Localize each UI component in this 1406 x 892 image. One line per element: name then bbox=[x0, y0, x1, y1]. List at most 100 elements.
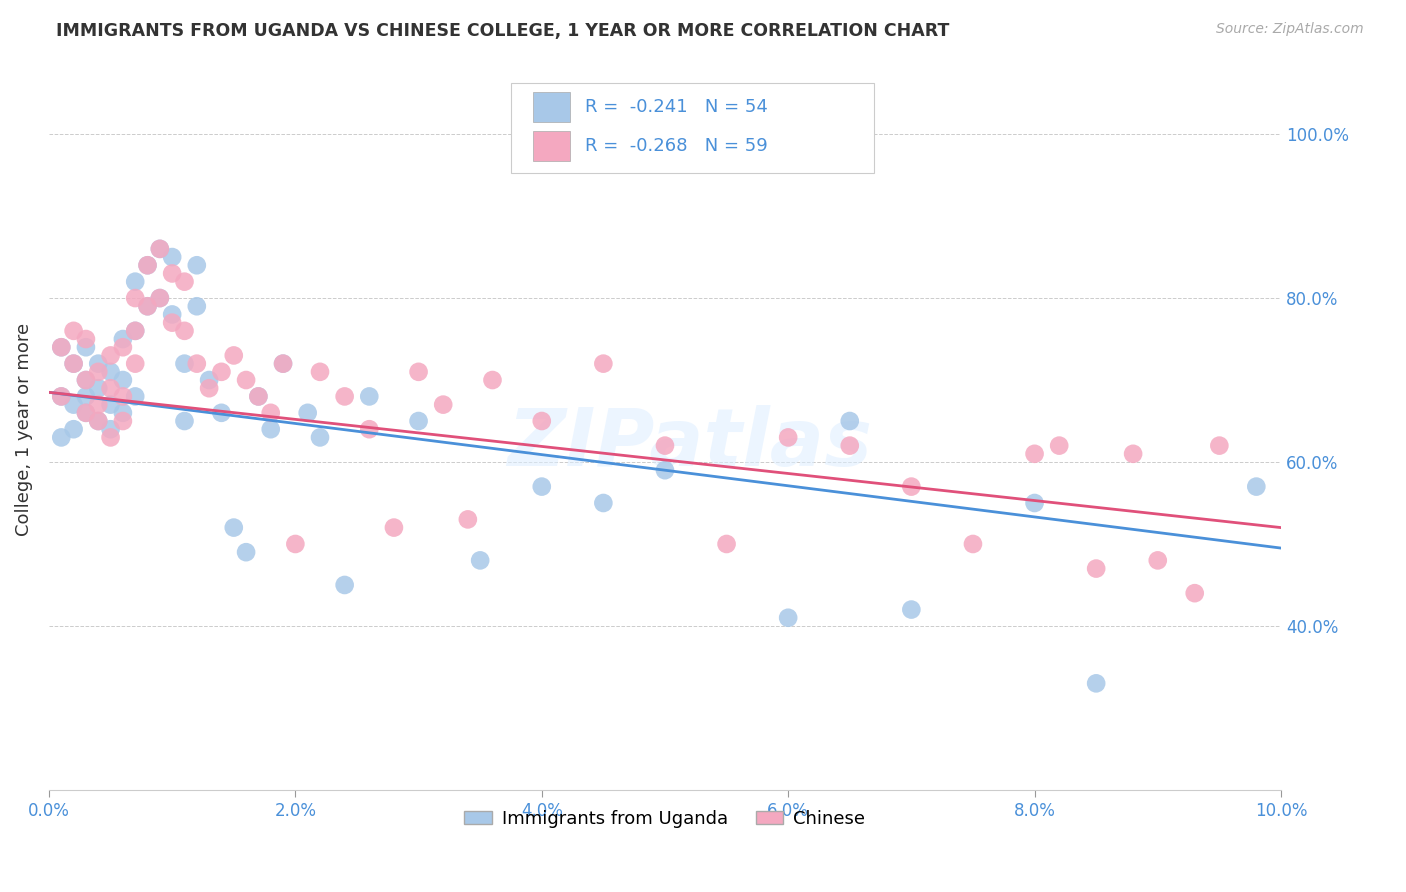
Point bbox=[100, 365, 122, 379]
Point bbox=[124, 324, 146, 338]
Point bbox=[111, 414, 134, 428]
Point bbox=[333, 389, 356, 403]
Point bbox=[87, 365, 110, 379]
Legend: Immigrants from Uganda, Chinese: Immigrants from Uganda, Chinese bbox=[457, 803, 873, 835]
Point bbox=[87, 357, 110, 371]
Point bbox=[654, 439, 676, 453]
Point bbox=[530, 480, 553, 494]
Point bbox=[124, 275, 146, 289]
Point bbox=[136, 299, 159, 313]
Point bbox=[75, 406, 97, 420]
Text: R =  -0.241   N = 54: R = -0.241 N = 54 bbox=[585, 98, 768, 116]
Point bbox=[309, 430, 332, 444]
Point bbox=[51, 340, 73, 354]
Point bbox=[1085, 561, 1108, 575]
Point bbox=[136, 258, 159, 272]
Point bbox=[222, 348, 245, 362]
Point bbox=[297, 406, 319, 420]
Point bbox=[186, 258, 208, 272]
Point bbox=[1184, 586, 1206, 600]
Point bbox=[186, 299, 208, 313]
Point bbox=[432, 398, 454, 412]
Point bbox=[408, 414, 430, 428]
Point bbox=[1208, 439, 1230, 453]
Point bbox=[271, 357, 294, 371]
Point bbox=[149, 242, 172, 256]
Point bbox=[62, 357, 84, 371]
Point bbox=[51, 430, 73, 444]
Point bbox=[1024, 496, 1046, 510]
Point bbox=[247, 389, 270, 403]
FancyBboxPatch shape bbox=[533, 130, 569, 161]
Point bbox=[160, 308, 183, 322]
Point bbox=[51, 389, 73, 403]
Text: R =  -0.268   N = 59: R = -0.268 N = 59 bbox=[585, 136, 768, 154]
Point bbox=[100, 398, 122, 412]
FancyBboxPatch shape bbox=[533, 92, 569, 122]
Point bbox=[100, 430, 122, 444]
Point bbox=[457, 512, 479, 526]
Point bbox=[111, 389, 134, 403]
Point bbox=[75, 332, 97, 346]
Point bbox=[211, 406, 233, 420]
Point bbox=[51, 389, 73, 403]
Point bbox=[160, 250, 183, 264]
Point bbox=[173, 357, 195, 371]
Point bbox=[284, 537, 307, 551]
Point bbox=[333, 578, 356, 592]
Point bbox=[149, 242, 172, 256]
Point bbox=[900, 480, 922, 494]
Point bbox=[149, 291, 172, 305]
Point bbox=[173, 324, 195, 338]
Point bbox=[778, 430, 800, 444]
Point bbox=[100, 348, 122, 362]
Point bbox=[900, 602, 922, 616]
Point bbox=[160, 316, 183, 330]
Point bbox=[87, 414, 110, 428]
Point bbox=[198, 373, 221, 387]
Point bbox=[1024, 447, 1046, 461]
Point bbox=[100, 422, 122, 436]
Point bbox=[186, 357, 208, 371]
Point bbox=[211, 365, 233, 379]
Point bbox=[408, 365, 430, 379]
Point bbox=[111, 373, 134, 387]
Point bbox=[62, 324, 84, 338]
Point bbox=[62, 398, 84, 412]
Point bbox=[124, 324, 146, 338]
Point bbox=[1146, 553, 1168, 567]
Point bbox=[1246, 480, 1268, 494]
Point bbox=[838, 414, 860, 428]
Point bbox=[136, 299, 159, 313]
Point bbox=[198, 381, 221, 395]
Point bbox=[382, 520, 405, 534]
Point bbox=[481, 373, 503, 387]
Point bbox=[75, 389, 97, 403]
Point bbox=[75, 373, 97, 387]
Point bbox=[111, 406, 134, 420]
FancyBboxPatch shape bbox=[510, 83, 875, 173]
Point bbox=[111, 340, 134, 354]
Point bbox=[87, 381, 110, 395]
Text: IMMIGRANTS FROM UGANDA VS CHINESE COLLEGE, 1 YEAR OR MORE CORRELATION CHART: IMMIGRANTS FROM UGANDA VS CHINESE COLLEG… bbox=[56, 22, 949, 40]
Point bbox=[124, 291, 146, 305]
Point bbox=[592, 496, 614, 510]
Point bbox=[75, 406, 97, 420]
Point bbox=[247, 389, 270, 403]
Point bbox=[136, 258, 159, 272]
Point bbox=[359, 389, 381, 403]
Point bbox=[778, 611, 800, 625]
Point bbox=[87, 398, 110, 412]
Point bbox=[124, 389, 146, 403]
Point bbox=[592, 357, 614, 371]
Point bbox=[235, 373, 257, 387]
Y-axis label: College, 1 year or more: College, 1 year or more bbox=[15, 323, 32, 536]
Point bbox=[62, 357, 84, 371]
Point bbox=[470, 553, 492, 567]
Point bbox=[962, 537, 984, 551]
Point bbox=[75, 340, 97, 354]
Point bbox=[75, 373, 97, 387]
Point bbox=[87, 414, 110, 428]
Point bbox=[160, 267, 183, 281]
Point bbox=[111, 332, 134, 346]
